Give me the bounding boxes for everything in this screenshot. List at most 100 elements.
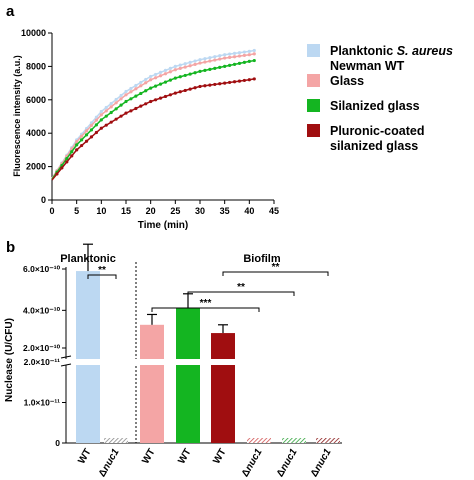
series-point-3 [144,102,148,106]
series-point-2 [139,91,143,96]
series-point-0 [139,80,143,85]
series-point-0 [94,115,98,119]
series-point-1 [129,90,133,94]
legend-label-pluronic-line1: Pluronic-coated [330,124,424,138]
series-point-2 [237,61,242,65]
series-point-1 [144,81,148,85]
series-point-1 [168,70,172,74]
series-point-3 [65,160,69,164]
series-point-3 [198,84,202,89]
bar-0 [76,271,100,443]
panel-b-bar-chart: Planktonic Biofilm 01.0×10⁻¹¹2.0×10⁻¹¹2.… [4,243,350,479]
series-point-0 [218,54,222,58]
series-point-0 [154,72,158,77]
series-point-3 [154,98,158,102]
series-point-1 [183,65,187,69]
series-point-1 [119,97,123,101]
series-point-1 [173,68,177,72]
x-tick-label: 10 [96,206,106,216]
bar-1 [104,438,128,443]
series-point-1 [232,55,237,59]
series-point-3 [55,172,59,176]
series-point-3 [208,83,212,87]
series-point-1 [228,55,232,59]
series-point-0 [188,60,192,64]
y-tick-label: 10000 [21,28,46,38]
y-tick-label: 2000 [26,162,46,172]
series-point-2 [163,80,168,84]
series-point-2 [65,156,69,161]
series-point-1 [208,59,212,63]
series-point-3 [232,80,237,84]
series-point-3 [252,77,256,81]
series-point-1 [178,66,182,71]
series-point-1 [193,62,197,66]
series-point-1 [223,56,227,60]
bar-3 [176,308,200,443]
x-tick-label: 5 [74,206,79,216]
series-point-0 [223,53,227,57]
series-point-3 [124,111,128,115]
series-point-2 [183,73,187,78]
series-point-3 [213,82,217,87]
bar-5 [247,438,271,443]
significance-label: ** [272,262,280,273]
x-category-label: Δnuc1 [240,447,265,479]
series-point-2 [114,107,118,111]
series-point-0 [168,66,172,71]
x-tick-label: 0 [49,206,54,216]
significance-label: *** [200,298,212,309]
series-point-0 [134,83,138,88]
x-category-label: Δnuc1 [97,447,122,479]
series-point-0 [228,52,232,56]
series-point-3 [149,99,153,104]
series-point-2 [208,67,212,72]
series-point-2 [149,86,153,90]
series-point-2 [70,150,74,154]
series-point-0 [163,68,168,73]
series-point-0 [237,51,242,55]
legend-swatch-glass [307,74,320,87]
x-tick-label: 25 [170,206,180,216]
panel-label-b: b [6,239,15,256]
panel-a-legend: Planktonic S. aureus Newman WT Glass Sil… [307,44,453,153]
series-point-0 [114,97,118,102]
series-point-0 [129,86,133,91]
series-point-0 [109,101,113,106]
bar-6 [282,438,306,443]
series-point-0 [247,49,251,53]
series-point-0 [203,57,207,61]
series-point-1 [104,109,108,113]
series-point-2 [232,62,237,66]
series-point-1 [84,129,89,133]
legend-label-planktonic: Planktonic S. aureus [330,44,453,58]
series-point-2 [203,68,207,73]
y-tick-label: 0 [41,195,46,205]
legend-swatch-silanized [307,99,320,112]
series-point-0 [104,105,108,110]
series-point-1 [94,118,98,122]
b-y-tick-label: 1.0×10⁻¹¹ [24,398,61,408]
series-point-2 [228,63,232,67]
series-point-2 [129,97,133,101]
series-point-0 [232,51,237,55]
legend-label-pluronic-line2: silanized glass [330,139,418,153]
series-point-3 [80,143,84,148]
series-point-3 [237,79,242,83]
series-point-3 [242,78,246,83]
series-point-1 [158,74,163,78]
x-tick-label: 30 [195,206,205,216]
series-point-2 [104,114,108,118]
axis-break-gap [60,359,350,365]
bar-7 [316,438,340,443]
b-y-tick-label: 4.0×10⁻¹⁰ [23,305,61,315]
x-category-label: Δnuc1 [275,447,300,479]
group-label-biofilm: Biofilm [243,253,280,265]
series-point-2 [124,99,128,104]
x-tick-label: 35 [220,206,230,216]
series-point-2 [188,72,192,76]
series-point-3 [178,90,182,94]
b-y-tick-label: 2.0×10⁻¹⁰ [23,343,61,353]
series-point-1 [114,101,118,105]
